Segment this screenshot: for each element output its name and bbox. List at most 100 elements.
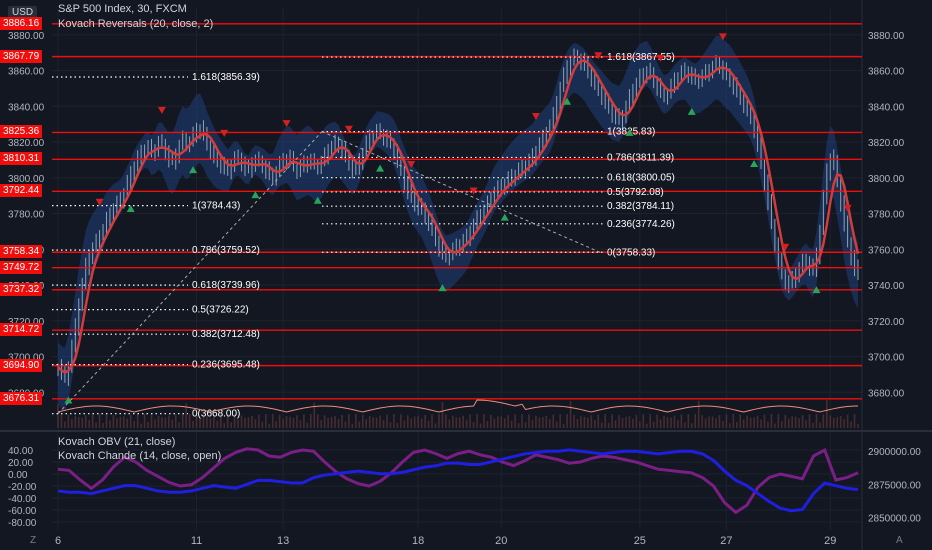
time-axis[interactable]: 6 11 13 18 20 25 27 29 — [55, 535, 836, 547]
volume-bar — [213, 415, 215, 428]
sell-signal-marker — [718, 33, 727, 41]
fib-label: 0.236(3695.48) — [192, 360, 260, 371]
volume-bar — [133, 421, 135, 428]
osc-right-tick-label: 2875000.00 — [868, 480, 921, 491]
volume-bar — [704, 418, 707, 428]
volume-bar — [258, 414, 260, 428]
sell-signal-marker — [531, 112, 540, 120]
volume-bar — [722, 420, 724, 428]
volume-bar — [188, 414, 191, 428]
chande-indicator-label[interactable]: Kovach Chande (14, close, open) — [58, 450, 222, 462]
volume-bar — [801, 415, 804, 428]
volume-bar — [178, 422, 181, 428]
volume-bar — [805, 420, 807, 428]
volume-bar — [815, 414, 818, 428]
buy-signal-marker — [376, 164, 385, 172]
volume-bar — [846, 414, 849, 428]
volume-bar — [680, 414, 683, 428]
sell-signal-marker — [220, 129, 229, 137]
volume-bar — [458, 417, 461, 428]
volume-bar — [590, 415, 593, 428]
volume-bar — [663, 415, 665, 428]
volume-bar — [264, 414, 267, 428]
time-tick-label: 6 — [55, 535, 61, 547]
volume-bar — [337, 418, 340, 428]
volume-bar — [583, 416, 586, 428]
volume-bar — [375, 417, 378, 428]
volume-bar — [174, 414, 177, 428]
volume-bar — [718, 415, 721, 428]
fib-label: 0.5(3726.22) — [192, 305, 249, 316]
currency-badge[interactable]: USD — [8, 6, 38, 19]
time-tick-label: 25 — [634, 535, 646, 547]
buy-signal-marker — [563, 97, 572, 105]
volume-bar — [562, 423, 565, 428]
volume-bar — [808, 414, 811, 428]
volume-bar — [666, 417, 669, 428]
volume-bar — [77, 417, 80, 428]
volume-bar — [327, 417, 329, 428]
volume-bar — [462, 415, 464, 428]
chande-line — [57, 447, 859, 515]
volume-bar — [559, 414, 561, 428]
volume-bar — [310, 414, 312, 428]
volume-bar — [781, 421, 783, 428]
auto-scale-toggle[interactable]: A — [896, 535, 903, 546]
fib-label: 1.618(3856.39) — [192, 72, 260, 83]
volume-bar — [725, 414, 728, 428]
volume-bar — [185, 403, 187, 428]
volume-bar — [600, 422, 603, 428]
level-tag: 3714.72 — [0, 323, 43, 337]
volume-bar — [677, 419, 679, 428]
volume-bar — [209, 418, 212, 428]
price-axis[interactable]: 3680.00 3700.00 3720.00 3740.00 3760.00 3780.… — [8, 31, 905, 399]
volume-bar — [531, 419, 534, 428]
osc-left-tick-label: 0.00 — [8, 470, 28, 481]
level-tag: 3867.79 — [0, 49, 43, 63]
volume-bar — [746, 415, 748, 428]
volume-bar — [119, 416, 122, 428]
volume-bar — [299, 420, 302, 428]
price-tick-label: 3880.00 — [868, 31, 905, 42]
volume-bar — [483, 414, 485, 428]
time-tick-label: 18 — [412, 535, 424, 547]
volume-bar — [822, 414, 825, 428]
fib-trend-line — [57, 131, 323, 415]
main-indicator-label[interactable]: Kovach Reversals (20, close, 2) — [58, 18, 214, 30]
volume-bar — [261, 421, 264, 428]
volume-bar — [91, 414, 94, 428]
volume-bar — [216, 420, 219, 428]
volume-bar — [129, 414, 132, 428]
volume-bar — [829, 415, 832, 428]
volume-bar — [791, 416, 793, 428]
volume-bar — [500, 416, 503, 428]
volume-bar — [580, 416, 582, 428]
zoom-toggle[interactable]: Z — [30, 535, 37, 546]
obv-indicator-label[interactable]: Kovach OBV (21, close) — [58, 436, 176, 448]
volume-bar — [123, 416, 125, 428]
fib-label: 1.618(3867.55) — [607, 52, 675, 63]
volume-bar — [223, 423, 226, 428]
price-tick-label-left: 3840.00 — [8, 102, 45, 113]
volume-bar — [206, 416, 208, 428]
obv-line — [57, 448, 859, 513]
volume-bar — [587, 417, 589, 428]
volume-bar — [330, 416, 333, 428]
price-tick-label-left: 3800.00 — [8, 174, 45, 185]
sell-signal-marker — [344, 125, 353, 133]
volume-bar — [320, 420, 323, 428]
volume-bar — [71, 419, 73, 428]
volume-bar — [240, 415, 243, 428]
volume-bar — [490, 414, 492, 428]
volume-bar — [659, 419, 662, 428]
price-tick-label: 3860.00 — [868, 67, 905, 78]
volume-bar — [517, 423, 520, 428]
level-tag: 3758.34 — [0, 245, 43, 259]
volume-bar — [452, 415, 454, 428]
volume-bar — [555, 421, 558, 428]
volume-bar — [410, 418, 413, 428]
volume-bar — [313, 402, 316, 428]
volume-bar — [708, 416, 710, 428]
volume-bar — [358, 421, 361, 428]
